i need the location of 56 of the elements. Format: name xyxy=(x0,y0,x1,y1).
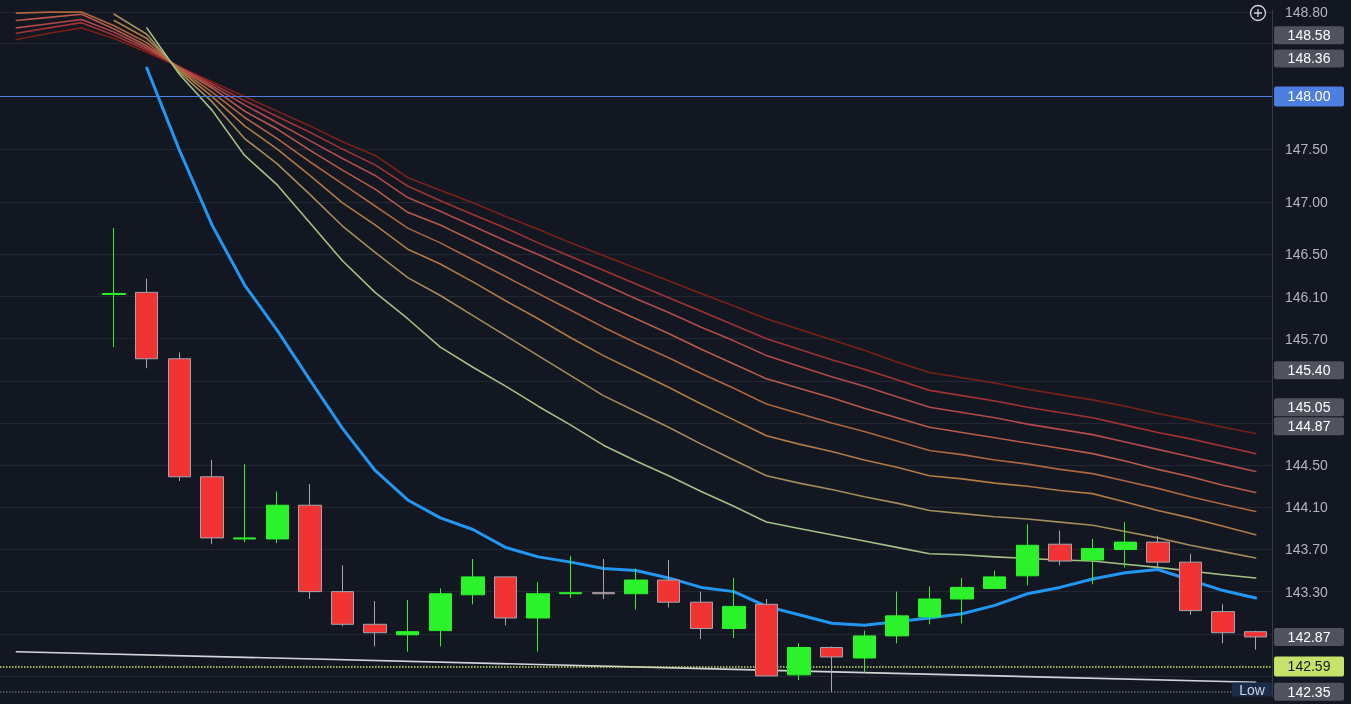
candlestick xyxy=(690,591,713,640)
candlestick xyxy=(787,642,811,681)
candlestick xyxy=(168,351,191,482)
candlestick xyxy=(1048,530,1072,566)
text: 145.05 xyxy=(1287,399,1331,416)
candlestick xyxy=(950,577,974,624)
y-tick-label: 148.80 xyxy=(1285,4,1329,21)
candlestick xyxy=(102,227,126,348)
text: 144.87 xyxy=(1287,418,1331,435)
candlestick xyxy=(983,570,1006,589)
ref-line-label: 148.00 xyxy=(1287,88,1331,105)
candlestick xyxy=(885,591,909,644)
candlestick xyxy=(624,567,648,611)
candlestick xyxy=(1244,630,1267,651)
candlestick xyxy=(233,463,256,543)
candlestick xyxy=(135,278,158,369)
candlestick xyxy=(592,558,615,600)
ref-line-label: Low xyxy=(1239,681,1266,698)
candlestick xyxy=(429,587,452,647)
candlestick xyxy=(266,491,289,544)
candlestick xyxy=(298,483,322,600)
y-tick-label: 143.30 xyxy=(1285,583,1329,600)
text: 148.36 xyxy=(1287,50,1331,67)
y-tick-label: 146.10 xyxy=(1285,288,1329,305)
y-tick-label: 147.00 xyxy=(1285,193,1329,210)
candlestick xyxy=(363,600,387,647)
y-tick-label: 146.50 xyxy=(1285,246,1329,263)
candlestick xyxy=(1146,535,1170,568)
y-tick-label: 144.50 xyxy=(1285,457,1329,474)
candlestick xyxy=(396,599,419,653)
candlestick xyxy=(820,645,843,693)
candlestick xyxy=(918,585,941,625)
candlestick xyxy=(657,559,680,608)
text: 145.40 xyxy=(1287,362,1331,379)
candlestick xyxy=(853,630,876,674)
candlestick xyxy=(1179,553,1202,616)
candlestick xyxy=(1114,521,1137,568)
text: 142.87 xyxy=(1287,628,1331,645)
candlestick xyxy=(1211,603,1235,644)
candlestick xyxy=(461,558,485,605)
ref-line-label: 142.59 xyxy=(1287,658,1331,675)
candlestick xyxy=(1016,523,1039,586)
candlestick xyxy=(494,576,517,626)
candlestick xyxy=(526,581,550,653)
candlestick xyxy=(559,555,582,599)
candlestick xyxy=(755,598,778,677)
y-tick-label: 144.10 xyxy=(1285,499,1329,516)
text: 148.58 xyxy=(1287,27,1331,44)
y-tick-label: 147.50 xyxy=(1285,141,1329,158)
y-tick-label: 143.70 xyxy=(1285,541,1329,558)
text: 142.35 xyxy=(1287,683,1331,700)
candlestick xyxy=(200,459,224,545)
y-tick-label: 145.70 xyxy=(1285,330,1329,347)
candlestick xyxy=(1081,538,1104,585)
candlestick xyxy=(331,564,354,627)
candlestick xyxy=(722,577,746,639)
